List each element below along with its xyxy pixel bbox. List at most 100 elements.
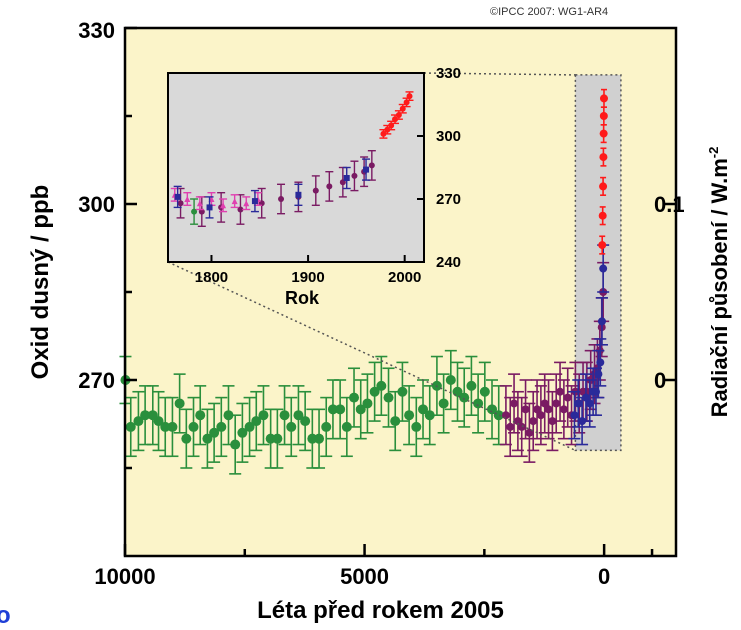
- data-point: [523, 402, 536, 463]
- data-point: [599, 176, 608, 196]
- data-point: [472, 373, 485, 434]
- inset-y-tick-label: 330: [436, 65, 461, 82]
- data-point: [568, 390, 581, 440]
- inset-series-green: [190, 198, 199, 225]
- data-point: [236, 402, 249, 463]
- inset-data-point: [236, 194, 245, 225]
- data-point: [594, 338, 607, 387]
- main-y-axis-label: Oxid dusný / ppb: [27, 185, 54, 380]
- data-point: [292, 385, 305, 446]
- inset-y-tick-label: 270: [436, 191, 461, 208]
- data-point: [361, 373, 374, 434]
- data-point: [504, 396, 517, 458]
- data-point: [354, 379, 367, 440]
- data-point: [599, 147, 608, 167]
- data-point: [222, 385, 235, 446]
- data-point: [340, 396, 353, 458]
- inset-data-point: [405, 91, 414, 102]
- corner-glyph: o: [0, 602, 11, 629]
- data-point: [417, 379, 430, 440]
- data-point: [285, 396, 298, 458]
- data-point: [243, 396, 256, 458]
- inset-x-tick-label: 1800: [195, 269, 228, 286]
- y2-label-superscript: -2: [706, 147, 721, 159]
- inset-series-magenta: [170, 187, 262, 213]
- inset-data-point: [311, 175, 320, 207]
- y2-tick-label: 0.1: [654, 192, 685, 217]
- inset-data-point: [205, 196, 214, 219]
- data-point: [458, 367, 471, 428]
- data-point: [478, 361, 491, 422]
- inset-data-point: [242, 196, 251, 211]
- data-point: [396, 361, 409, 422]
- y-tick-label: 270: [78, 368, 115, 393]
- data-point: [201, 408, 214, 469]
- inset-y-tick-label: 300: [436, 128, 461, 145]
- inset-series-red: [379, 91, 414, 139]
- data-point: [180, 408, 193, 469]
- inset-plot-background: [168, 73, 424, 262]
- inset-x-tick-label: 2000: [388, 269, 421, 286]
- data-point: [437, 373, 450, 434]
- data-point: [152, 390, 165, 452]
- inset-data-point: [183, 191, 192, 207]
- data-point: [173, 373, 186, 434]
- data-point: [278, 385, 291, 446]
- main-y2-axis-label: Radiační působení / W.m-2: [706, 147, 732, 418]
- zoom-connector-lines: [167, 72, 576, 452]
- inset-data-point: [190, 198, 199, 225]
- data-point: [320, 396, 333, 458]
- y2-label-text: Radiační působení / W.m: [707, 158, 732, 417]
- inset-data-point: [342, 166, 351, 190]
- data-point: [250, 390, 263, 452]
- data-point: [519, 379, 532, 440]
- main-x-axis-label: Léta před rokem 2005: [257, 597, 504, 624]
- main-data-marks: [119, 88, 610, 475]
- data-point: [271, 408, 284, 469]
- data-point: [403, 385, 416, 446]
- data-point: [208, 402, 221, 463]
- data-point: [423, 385, 436, 446]
- data-point: [561, 367, 574, 428]
- main-axes: 10000 5000 0 270 300 330 0 0.1: [78, 18, 684, 589]
- data-point: [334, 379, 347, 440]
- x-tick-label: 0: [598, 564, 610, 589]
- x-tick-label: 10000: [94, 564, 155, 589]
- data-point: [538, 373, 551, 434]
- data-point: [132, 390, 145, 452]
- inset-data-point: [195, 196, 204, 211]
- series-green: [119, 349, 505, 475]
- inset-data-point: [230, 194, 239, 209]
- inset-data-point: [362, 158, 371, 181]
- data-point: [599, 88, 608, 108]
- data-point: [557, 379, 570, 440]
- inset-data-point: [294, 183, 303, 207]
- series-red: [598, 88, 608, 255]
- data-point: [486, 379, 499, 440]
- data-point: [444, 349, 457, 411]
- data-point: [598, 235, 607, 255]
- inset-data-point: [250, 189, 259, 213]
- inset-x-tick-label: 1900: [291, 269, 324, 286]
- data-point: [389, 390, 402, 452]
- data-point: [187, 396, 200, 458]
- inset-panel: 1800 1900 2000 240 270 300 330: [167, 65, 461, 286]
- data-point: [382, 367, 395, 428]
- data-point: [124, 396, 137, 458]
- data-point: [554, 361, 567, 422]
- data-point: [583, 379, 596, 428]
- series-blue: [568, 244, 610, 446]
- data-point: [595, 297, 608, 346]
- inset-data-point: [350, 160, 359, 192]
- inset-x-axis-label: Rok: [285, 288, 320, 308]
- data-point: [257, 385, 270, 446]
- inset-data-point: [219, 198, 228, 213]
- data-point: [215, 396, 228, 458]
- zoom-line-top: [423, 72, 576, 76]
- data-point: [194, 385, 207, 446]
- credit-text: ©IPCC 2007: WG1-AR4: [490, 6, 609, 18]
- inset-data-marks: [170, 91, 414, 228]
- inset-y-tick-label: 240: [436, 254, 461, 271]
- y-tick-label: 330: [78, 18, 115, 43]
